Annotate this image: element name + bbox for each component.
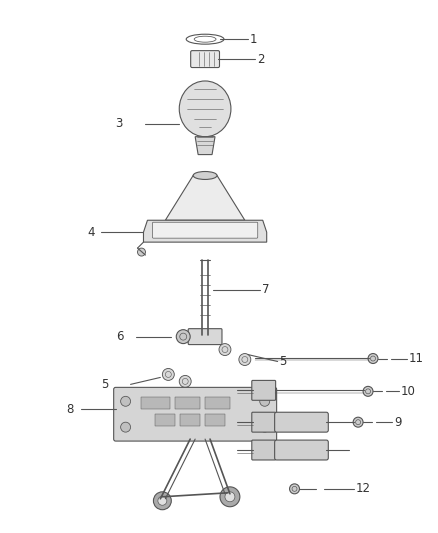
Circle shape: [176, 330, 190, 344]
Bar: [205, 397, 230, 409]
Text: 7: 7: [262, 284, 269, 296]
Circle shape: [162, 368, 174, 381]
Text: 8: 8: [66, 403, 73, 416]
Circle shape: [290, 484, 300, 494]
Circle shape: [239, 353, 251, 366]
FancyBboxPatch shape: [191, 51, 219, 68]
Bar: [141, 397, 170, 409]
FancyBboxPatch shape: [114, 387, 277, 441]
Circle shape: [153, 492, 171, 510]
Circle shape: [260, 397, 270, 406]
Text: 1: 1: [250, 33, 257, 46]
Text: 12: 12: [356, 482, 371, 495]
Bar: [175, 397, 200, 409]
Bar: [155, 414, 175, 426]
Circle shape: [179, 375, 191, 387]
Text: 9: 9: [394, 416, 401, 429]
Circle shape: [368, 353, 378, 364]
Polygon shape: [144, 220, 267, 242]
Circle shape: [219, 344, 231, 356]
Text: 5: 5: [279, 355, 287, 368]
Circle shape: [225, 492, 235, 502]
FancyBboxPatch shape: [152, 222, 258, 238]
FancyBboxPatch shape: [252, 440, 276, 460]
FancyBboxPatch shape: [252, 412, 276, 432]
Bar: [180, 414, 200, 426]
FancyBboxPatch shape: [275, 440, 328, 460]
Text: 10: 10: [401, 385, 416, 398]
Text: 4: 4: [88, 225, 95, 239]
Text: 2: 2: [257, 53, 264, 66]
Circle shape: [120, 422, 131, 432]
Bar: [205, 414, 225, 426]
Text: 6: 6: [116, 330, 123, 343]
Circle shape: [260, 422, 270, 432]
Text: 3: 3: [116, 117, 123, 130]
Circle shape: [120, 397, 131, 406]
Text: 11: 11: [409, 352, 424, 365]
Polygon shape: [165, 175, 245, 220]
Circle shape: [363, 386, 373, 397]
FancyBboxPatch shape: [252, 381, 276, 400]
Ellipse shape: [193, 172, 217, 180]
Polygon shape: [195, 136, 215, 155]
Circle shape: [220, 487, 240, 507]
Circle shape: [158, 496, 167, 505]
Circle shape: [353, 417, 363, 427]
Text: 5: 5: [101, 378, 108, 391]
FancyBboxPatch shape: [275, 412, 328, 432]
Ellipse shape: [179, 81, 231, 136]
Circle shape: [138, 248, 145, 256]
FancyBboxPatch shape: [188, 329, 222, 345]
